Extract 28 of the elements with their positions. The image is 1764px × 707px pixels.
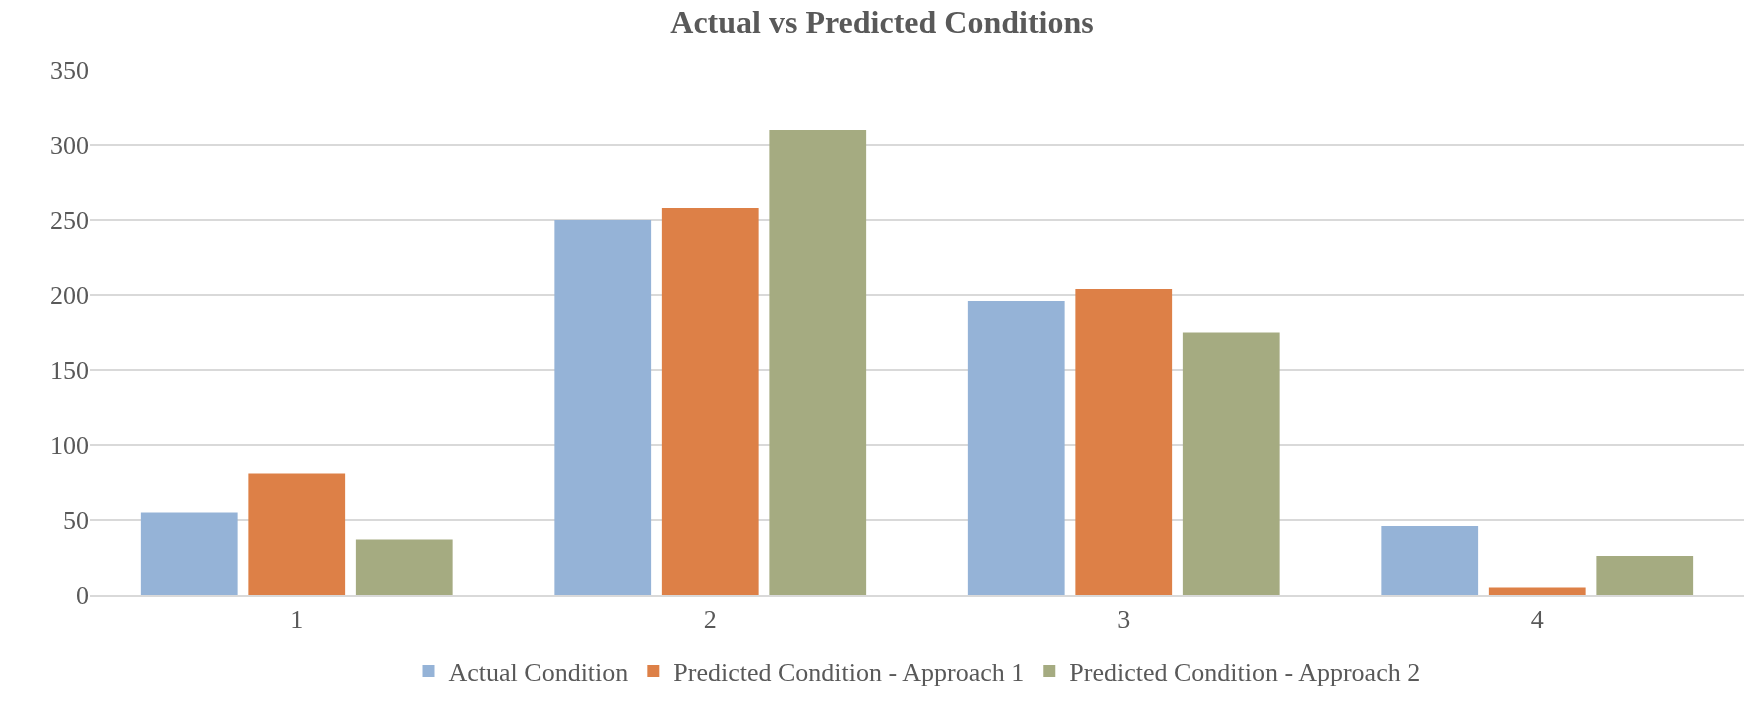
y-tick-label: 100 xyxy=(50,431,89,461)
chart-title: Actual vs Predicted Conditions xyxy=(670,4,1094,40)
x-tick-label: 1 xyxy=(290,604,304,634)
bar xyxy=(1488,587,1586,595)
bar xyxy=(1182,332,1280,595)
bar xyxy=(967,301,1065,595)
y-tick-label: 350 xyxy=(50,56,89,86)
y-tick-label: 150 xyxy=(50,356,89,386)
y-tick-label: 250 xyxy=(50,206,89,236)
legend-label: Actual Condition xyxy=(448,658,629,688)
bar xyxy=(355,539,453,595)
bar xyxy=(248,473,346,595)
bar xyxy=(769,130,867,595)
y-tick-label: 0 xyxy=(76,581,89,611)
bar xyxy=(554,220,652,595)
y-tick-label: 50 xyxy=(63,506,89,536)
bar xyxy=(661,208,759,595)
x-tick-label: 3 xyxy=(1117,604,1131,634)
bar xyxy=(1075,289,1173,595)
x-tick-label: 2 xyxy=(703,604,717,634)
y-tick-label: 300 xyxy=(50,131,89,161)
bar xyxy=(1596,556,1694,595)
y-tick-label: 200 xyxy=(50,281,89,311)
legend-label: Predicted Condition - Approach 2 xyxy=(1069,658,1421,688)
bar xyxy=(1381,526,1479,595)
x-tick-label: 4 xyxy=(1530,604,1544,634)
legend-label: Predicted Condition - Approach 1 xyxy=(673,658,1025,688)
bar xyxy=(140,512,238,595)
